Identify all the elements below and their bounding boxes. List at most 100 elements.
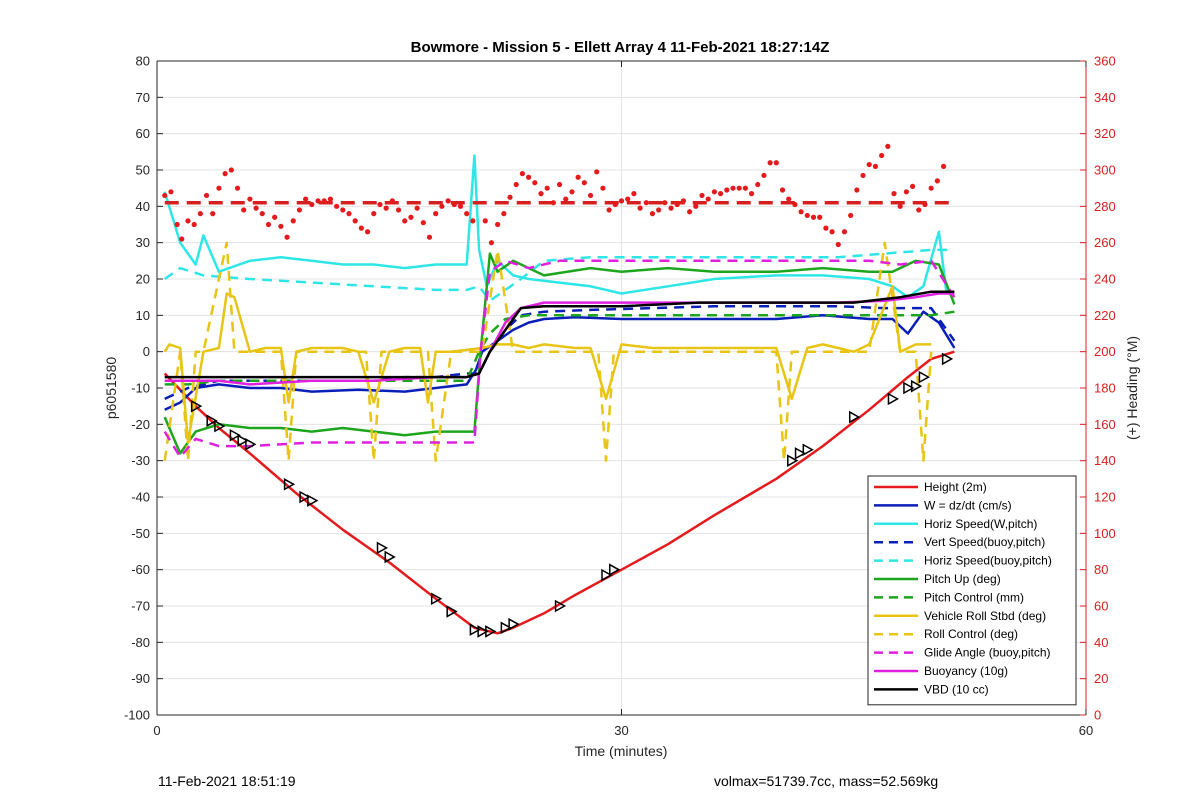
heading-point bbox=[804, 212, 810, 219]
y-tick-label: 10 bbox=[136, 308, 150, 323]
legend-entry-roll-control-deg: Roll Control (deg) bbox=[924, 627, 1018, 641]
height-marker bbox=[941, 352, 954, 366]
series-line-w-dz-dt-cm-s bbox=[164, 310, 956, 411]
height-marker bbox=[283, 478, 296, 491]
heading-point bbox=[482, 218, 488, 224]
heading-point bbox=[408, 214, 414, 220]
legend-entry-vbd-10-cc: VBD (10 cc) bbox=[924, 682, 989, 696]
height-marker bbox=[508, 617, 520, 631]
right-y-tick-label: 160 bbox=[1094, 417, 1116, 432]
heading-point bbox=[197, 211, 203, 217]
legend-box bbox=[867, 475, 1077, 706]
height-marker bbox=[307, 494, 319, 507]
heading-point bbox=[854, 187, 860, 193]
heading-point bbox=[779, 187, 786, 193]
footer-mass-info: volmax=51739.7cc, mass=52.569kg bbox=[714, 773, 939, 789]
heading-point bbox=[259, 211, 265, 217]
height-marker bbox=[446, 605, 458, 618]
heading-point bbox=[680, 198, 687, 204]
heading-point bbox=[544, 185, 550, 191]
heading-point bbox=[872, 163, 879, 169]
right-y-tick-label: 220 bbox=[1094, 308, 1116, 323]
y-tick-label: 80 bbox=[136, 54, 150, 69]
x-tick-label: 30 bbox=[614, 723, 628, 738]
heading-point bbox=[656, 207, 662, 213]
series-line-pitch-up-deg bbox=[163, 252, 956, 455]
right-y-tick-label: 40 bbox=[1094, 635, 1108, 650]
heading-point bbox=[538, 191, 544, 197]
heading-point bbox=[179, 236, 185, 242]
heading-point bbox=[625, 196, 631, 202]
x-axis-label: Time (minutes) bbox=[575, 743, 668, 759]
series-group bbox=[162, 143, 956, 638]
heading-point bbox=[897, 203, 903, 209]
heading-point bbox=[296, 207, 303, 213]
legend-entry-glide-angle-buoy-pitch: Glide Angle (buoy,pitch) bbox=[924, 646, 1051, 660]
height-marker bbox=[609, 563, 621, 576]
legend-entry-vert-speed-buoy-pitch: Vert Speed(buoy,pitch) bbox=[924, 535, 1045, 549]
heading-point bbox=[841, 229, 848, 235]
heading-point bbox=[817, 214, 823, 220]
heading-point bbox=[612, 201, 618, 208]
legend-entry-w-dz-dt-cm-s: W = dz/dt (cm/s) bbox=[924, 498, 1012, 512]
heading-point bbox=[674, 201, 680, 208]
heading-point bbox=[748, 191, 755, 197]
right-y-tick-label: 80 bbox=[1094, 562, 1108, 577]
heading-point bbox=[587, 192, 594, 199]
heading-point bbox=[303, 196, 309, 202]
right-y-tick-label: 120 bbox=[1094, 490, 1116, 505]
right-y-tick-label: 300 bbox=[1094, 163, 1116, 178]
height-marker bbox=[469, 623, 481, 636]
heading-point bbox=[526, 174, 532, 180]
heading-point bbox=[371, 211, 377, 217]
y-tick-label: -90 bbox=[131, 671, 150, 686]
heading-point bbox=[519, 171, 526, 177]
heading-point bbox=[866, 161, 872, 168]
plot-area: -100-90-80-70-60-50-40-30-20-10010203040… bbox=[124, 54, 1116, 739]
heading-point bbox=[705, 196, 711, 202]
heading-point bbox=[358, 225, 364, 231]
height-marker bbox=[229, 428, 241, 442]
heading-point bbox=[550, 200, 556, 206]
height-marker bbox=[794, 447, 807, 460]
series-line-roll-control-deg bbox=[163, 241, 933, 462]
height-marker bbox=[430, 592, 443, 606]
heading-point bbox=[594, 169, 600, 175]
legend-entry-pitch-control-mm: Pitch Control (mm) bbox=[924, 590, 1024, 604]
heading-point bbox=[488, 240, 495, 246]
heading-point bbox=[755, 181, 761, 188]
heading-point bbox=[742, 185, 748, 191]
height-marker bbox=[849, 410, 861, 424]
heading-point bbox=[643, 200, 649, 206]
heading-point bbox=[377, 201, 383, 208]
heading-point bbox=[885, 143, 891, 149]
heading-point bbox=[767, 160, 773, 166]
heading-point bbox=[278, 223, 284, 229]
heading-point bbox=[618, 198, 625, 204]
heading-point bbox=[606, 207, 612, 213]
heading-point bbox=[191, 221, 197, 228]
series-line-height-2m bbox=[163, 350, 955, 635]
series-line-vehicle-roll-stbd-deg bbox=[163, 285, 932, 444]
heading-point bbox=[860, 172, 866, 179]
y-tick-label: -60 bbox=[131, 562, 150, 577]
heading-point bbox=[879, 152, 885, 159]
height-marker bbox=[214, 419, 226, 433]
y-tick-label: -50 bbox=[131, 526, 150, 541]
heading-point bbox=[649, 211, 656, 217]
heading-point bbox=[581, 180, 587, 186]
heading-point bbox=[253, 205, 259, 211]
heading-point bbox=[464, 211, 470, 217]
y-tick-label: 40 bbox=[136, 199, 150, 214]
heading-point bbox=[426, 234, 433, 240]
heading-point bbox=[364, 229, 371, 235]
y-tick-label: -70 bbox=[131, 599, 150, 614]
heading-point bbox=[736, 185, 742, 191]
heading-point bbox=[389, 198, 395, 204]
heading-point bbox=[848, 212, 854, 219]
height-marker bbox=[554, 599, 567, 613]
heading-point bbox=[185, 218, 191, 224]
height-marker bbox=[918, 370, 930, 384]
height-marker bbox=[485, 625, 497, 638]
